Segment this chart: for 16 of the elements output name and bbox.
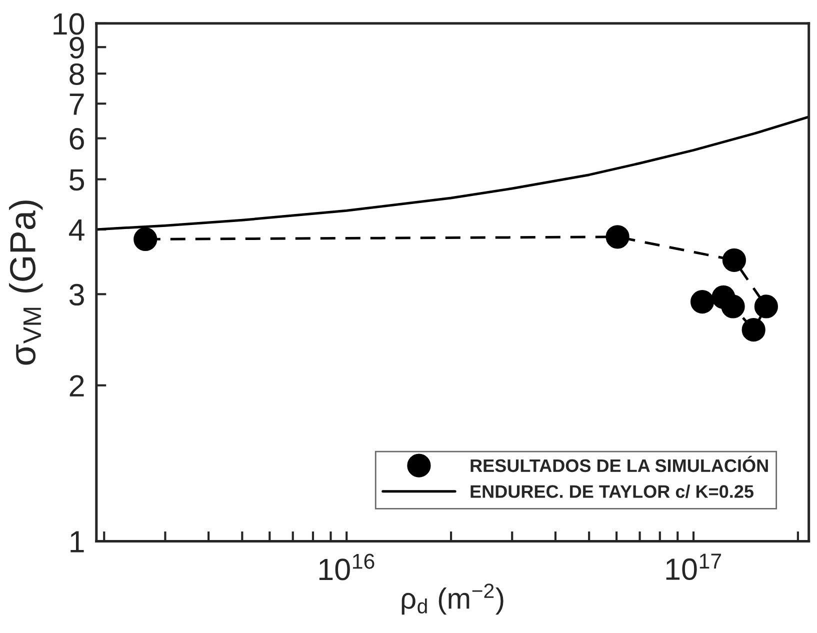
legend-label: ENDUREC. DE TAYLOR c/ K=0.25 [470,484,754,498]
y-tick-label: 2 [70,375,84,396]
y-tick-label: 6 [70,128,84,150]
legend-label: RESULTADOS DE LA SIMULACIÓN [470,456,768,472]
y-tick-label: 10 [54,13,84,35]
x-tick-label: 10$^{16}$ [319,554,374,580]
y-tick-label: 3 [69,284,84,306]
x-axis-title: ρ$_{d}$ (m$^{−2}$) [402,584,504,615]
y-tick-label: 9 [70,36,84,58]
y-axis-title: σ$_{VM}$ (GPa) [9,200,43,365]
y-tick-label: 1 [70,531,84,552]
x-tick-label: 10$^{17}$ [666,554,722,580]
y-tick-label: 5 [70,169,84,191]
y-tick-label: 7 [70,94,84,115]
y-tick-label: 4 [69,220,84,241]
y-tick-label: 8 [70,63,84,85]
